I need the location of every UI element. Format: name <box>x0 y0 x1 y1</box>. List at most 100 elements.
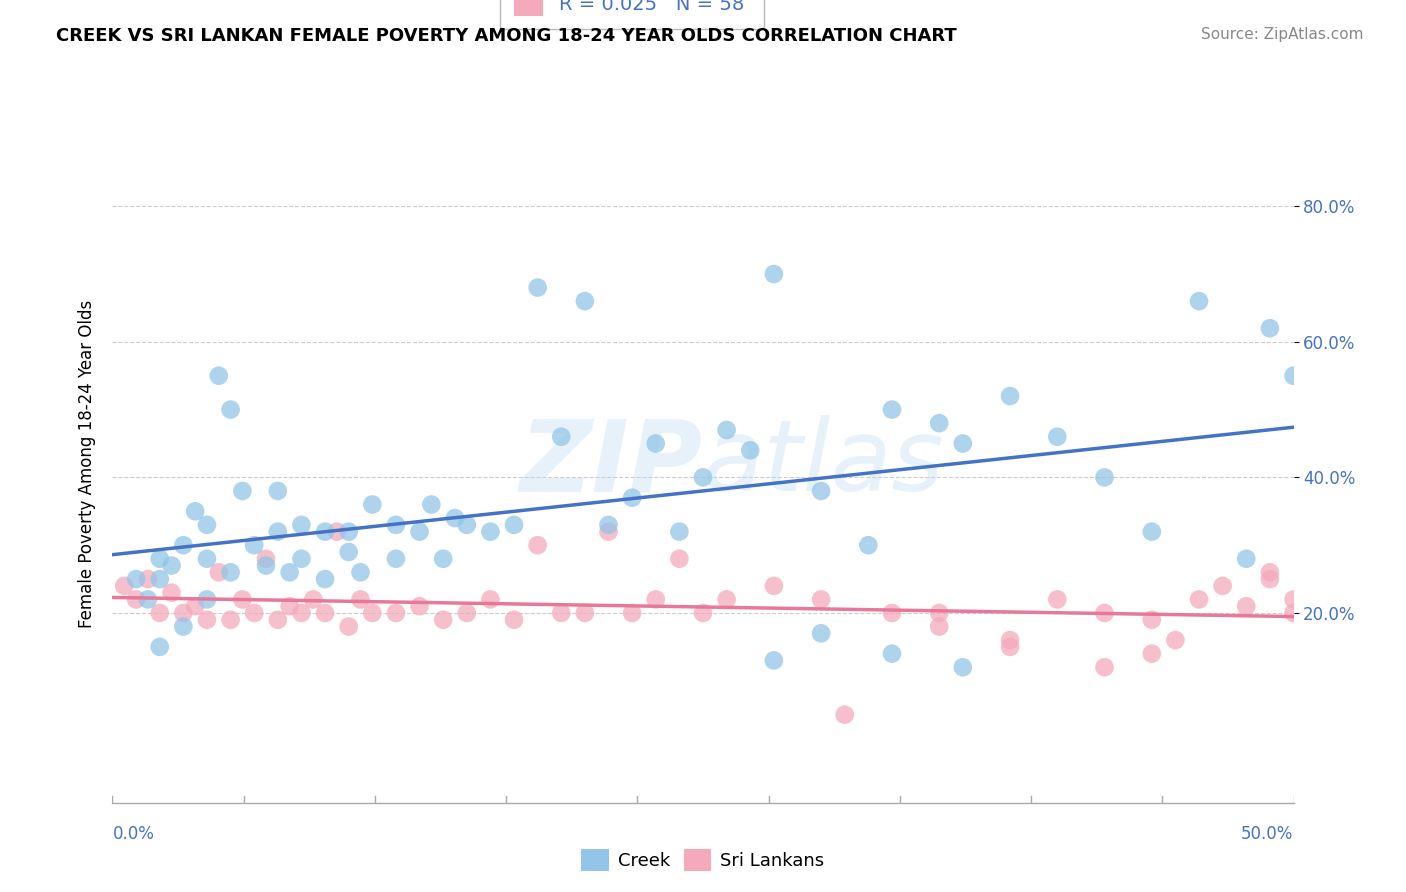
Point <box>1258 321 1281 335</box>
Point <box>432 551 454 566</box>
Point <box>479 592 502 607</box>
Point <box>314 606 336 620</box>
Point <box>1094 470 1116 484</box>
Point <box>1234 551 1257 566</box>
Point <box>1282 606 1305 620</box>
Point <box>598 524 620 539</box>
Point <box>1046 592 1069 607</box>
Point <box>408 524 430 539</box>
Point <box>668 551 690 566</box>
Point <box>503 613 526 627</box>
Point <box>526 538 548 552</box>
Point <box>326 524 349 539</box>
Point <box>880 647 903 661</box>
Point <box>125 572 148 586</box>
Point <box>385 551 408 566</box>
Point <box>195 613 218 627</box>
Point <box>314 524 336 539</box>
Legend: Creek, Sri Lankans: Creek, Sri Lankans <box>574 842 832 879</box>
Point <box>278 566 301 580</box>
Point <box>349 566 371 580</box>
Point <box>149 572 172 586</box>
Point <box>621 606 644 620</box>
Point <box>361 606 384 620</box>
Text: atlas: atlas <box>703 416 945 512</box>
Point <box>290 606 312 620</box>
Point <box>526 280 548 294</box>
Point <box>385 606 408 620</box>
Point <box>290 551 312 566</box>
Text: 50.0%: 50.0% <box>1241 825 1294 843</box>
Point <box>1188 294 1211 309</box>
Point <box>810 626 832 640</box>
Point <box>644 436 666 450</box>
Point <box>1046 430 1069 444</box>
Point <box>149 551 172 566</box>
Point <box>810 483 832 498</box>
Point <box>716 423 738 437</box>
Point <box>1094 606 1116 620</box>
Point <box>290 517 312 532</box>
Point <box>503 517 526 532</box>
Point <box>1258 572 1281 586</box>
Point <box>1282 368 1305 383</box>
Point <box>195 551 218 566</box>
Point <box>160 585 183 599</box>
Point <box>479 524 502 539</box>
Point <box>998 640 1021 654</box>
Legend: R =  0.411   N = 66, R = 0.025   N = 58: R = 0.411 N = 66, R = 0.025 N = 58 <box>501 0 763 29</box>
Point <box>337 619 360 633</box>
Point <box>952 436 974 450</box>
Point <box>314 572 336 586</box>
Point <box>740 443 762 458</box>
Point <box>243 538 266 552</box>
Point <box>337 545 360 559</box>
Point <box>254 551 277 566</box>
Point <box>219 613 242 627</box>
Point <box>160 558 183 573</box>
Point <box>1258 566 1281 580</box>
Text: 0.0%: 0.0% <box>112 825 155 843</box>
Point <box>231 592 253 607</box>
Point <box>1234 599 1257 614</box>
Point <box>136 592 159 607</box>
Point <box>278 599 301 614</box>
Point <box>302 592 325 607</box>
Point <box>361 498 384 512</box>
Point <box>267 483 290 498</box>
Text: Source: ZipAtlas.com: Source: ZipAtlas.com <box>1201 27 1364 42</box>
Point <box>574 606 596 620</box>
Point <box>444 511 467 525</box>
Text: ZIP: ZIP <box>520 416 703 512</box>
Point <box>243 606 266 620</box>
Point <box>267 524 290 539</box>
Point <box>716 592 738 607</box>
Point <box>231 483 253 498</box>
Point <box>456 517 478 532</box>
Point <box>1164 633 1187 648</box>
Point <box>184 504 207 518</box>
Point <box>952 660 974 674</box>
Point <box>668 524 690 539</box>
Point <box>208 566 231 580</box>
Point <box>858 538 880 552</box>
Point <box>762 579 785 593</box>
Point <box>149 640 172 654</box>
Point <box>928 416 950 430</box>
Point <box>195 517 218 532</box>
Point <box>644 592 666 607</box>
Point <box>998 389 1021 403</box>
Point <box>928 619 950 633</box>
Point <box>928 606 950 620</box>
Point <box>998 633 1021 648</box>
Point <box>456 606 478 620</box>
Point <box>219 566 242 580</box>
Point <box>880 402 903 417</box>
Point <box>172 619 194 633</box>
Point <box>184 599 207 614</box>
Point <box>550 430 572 444</box>
Point <box>385 517 408 532</box>
Point <box>1188 592 1211 607</box>
Point <box>692 470 714 484</box>
Y-axis label: Female Poverty Among 18-24 Year Olds: Female Poverty Among 18-24 Year Olds <box>77 300 96 628</box>
